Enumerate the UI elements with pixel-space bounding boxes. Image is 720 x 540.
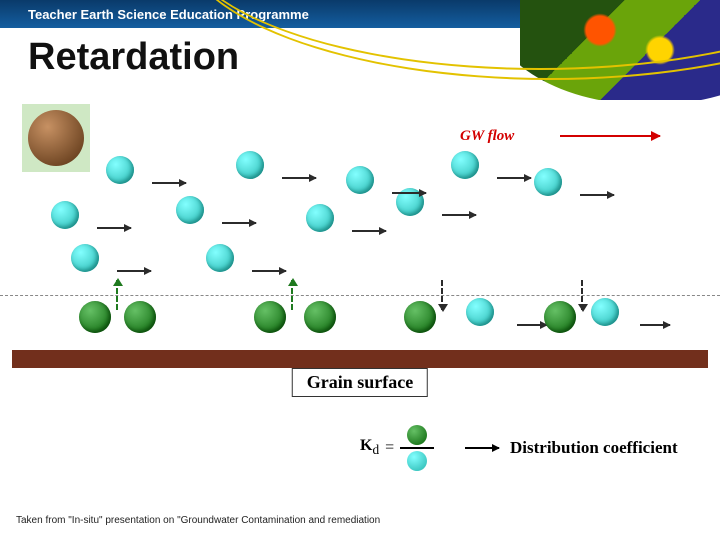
dissolved-particle — [71, 244, 99, 272]
sorbed-particle — [544, 301, 576, 333]
dist-arrow — [465, 447, 499, 449]
sorbed-particle — [79, 301, 111, 333]
swoosh-arc-2 — [180, 0, 720, 80]
dissolved-particle — [534, 168, 562, 196]
flow-arrow — [392, 192, 426, 194]
grain-surface-bar — [12, 350, 708, 368]
grain-surface-label: Grain surface — [292, 368, 428, 397]
flow-arrow — [517, 324, 547, 326]
kd-denominator-sphere — [407, 451, 427, 471]
desorption-arrow — [291, 280, 293, 310]
dissolved-particle — [346, 166, 374, 194]
kd-equation: Kd = — [360, 425, 434, 471]
sorbed-particle — [124, 301, 156, 333]
flow-arrow — [352, 230, 386, 232]
sorption-arrow — [441, 280, 443, 310]
flow-arrow — [97, 227, 131, 229]
citation: Taken from "In-situ" presentation on "Gr… — [16, 515, 380, 526]
flow-arrow — [282, 177, 316, 179]
dissolved-particle — [106, 156, 134, 184]
flow-arrow — [580, 194, 614, 196]
desorbing-particle — [466, 298, 494, 326]
slide-header: Teacher Earth Science Education Programm… — [0, 0, 720, 110]
desorbing-particle — [591, 298, 619, 326]
desorption-arrow — [116, 280, 118, 310]
dissolved-particle — [236, 151, 264, 179]
kd-equals: = — [385, 439, 394, 457]
flow-arrow — [640, 324, 670, 326]
flow-arrow — [252, 270, 286, 272]
flow-arrow — [497, 177, 531, 179]
gw-flow-arrow — [560, 135, 660, 137]
dissolved-particle — [206, 244, 234, 272]
slide-title: Retardation — [28, 36, 239, 79]
dissolved-particle — [51, 201, 79, 229]
sorbed-particle — [254, 301, 286, 333]
flow-arrow — [152, 182, 186, 184]
flow-arrow — [222, 222, 256, 224]
kd-fraction — [400, 425, 434, 471]
kd-symbol: Kd — [360, 437, 379, 458]
header-swoosh — [460, 0, 720, 110]
water-table-dash — [0, 295, 720, 296]
dissolved-particle — [306, 204, 334, 232]
flow-arrow — [117, 270, 151, 272]
sorbed-particle — [304, 301, 336, 333]
dissolved-particle — [451, 151, 479, 179]
sorption-arrow — [581, 280, 583, 310]
distribution-coefficient-label: Distribution coefficient — [510, 438, 678, 458]
retardation-diagram: Grain surface — [0, 140, 720, 390]
dissolved-particle — [176, 196, 204, 224]
sorbed-particle — [404, 301, 436, 333]
flow-arrow — [442, 214, 476, 216]
kd-numerator-sphere — [407, 425, 427, 445]
